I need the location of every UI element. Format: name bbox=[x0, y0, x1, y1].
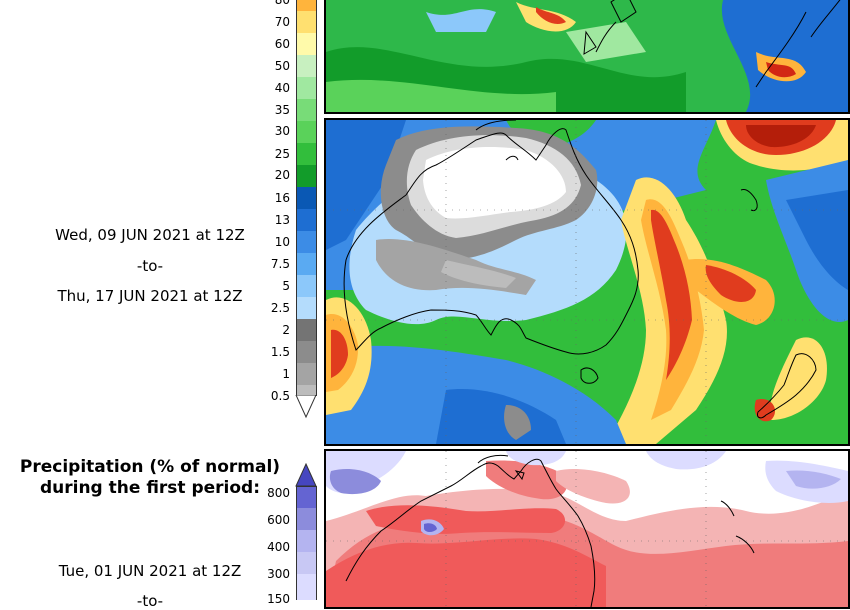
scale-label-35: 35 bbox=[274, 103, 290, 117]
second-period-to: -to- bbox=[136, 257, 164, 275]
scale-label-1: 1 bbox=[282, 367, 290, 381]
top-precip-map bbox=[324, 0, 850, 114]
anomaly-title-line1: Precipitation (% of normal) bbox=[19, 457, 281, 477]
anomaly-scale-label-300: 300 bbox=[267, 567, 290, 581]
anomaly-scale-label-400: 400 bbox=[267, 540, 290, 554]
scale-label-16: 16 bbox=[274, 191, 290, 205]
scale-label-2: 2 bbox=[282, 323, 290, 337]
scale-label-7-5: 7.5 bbox=[270, 257, 290, 271]
first-period-anomaly-map bbox=[324, 449, 850, 609]
scale-label-70: 70 bbox=[274, 15, 290, 29]
scale-label-1-5: 1.5 bbox=[270, 345, 290, 359]
second-period-precip-map bbox=[324, 118, 850, 446]
scale-label-60: 60 bbox=[274, 37, 290, 51]
anomaly-scale-label-800: 800 bbox=[267, 486, 290, 500]
scale-label-10: 10 bbox=[274, 235, 290, 249]
anomaly-title-line2: during the first period: bbox=[39, 478, 261, 498]
second-period-end: Thu, 17 JUN 2021 at 12Z bbox=[57, 287, 243, 305]
scale-label-80: 80 bbox=[274, 0, 290, 7]
first-period-to: -to- bbox=[136, 592, 164, 610]
scale-label-5: 5 bbox=[282, 279, 290, 293]
scale-label-2-5: 2.5 bbox=[270, 301, 290, 315]
scale-label-30: 30 bbox=[274, 124, 290, 138]
colorbar-min-triangle bbox=[295, 395, 317, 419]
scale-label-0-5: 0.5 bbox=[270, 389, 290, 403]
first-period-start: Tue, 01 JUN 2021 at 12Z bbox=[58, 562, 242, 580]
scale-label-50: 50 bbox=[274, 59, 290, 73]
scale-label-25: 25 bbox=[274, 147, 290, 161]
anomaly-colorbar-max-triangle bbox=[295, 463, 317, 487]
scale-label-13: 13 bbox=[274, 213, 290, 227]
anomaly-scale-label-600: 600 bbox=[267, 513, 290, 527]
second-period-start: Wed, 09 JUN 2021 at 12Z bbox=[55, 226, 245, 244]
scale-label-20: 20 bbox=[274, 168, 290, 182]
scale-label-40: 40 bbox=[274, 81, 290, 95]
